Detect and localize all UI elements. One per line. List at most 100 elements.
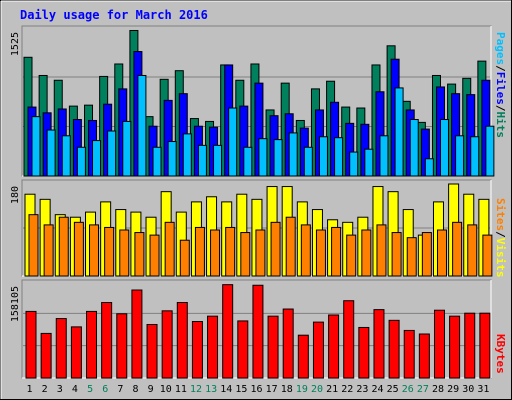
bar-sites-day-16	[255, 229, 266, 277]
bar-sites-day-12	[194, 226, 205, 277]
bar-kbytes-day-12	[191, 321, 203, 379]
day-label-30: 30	[462, 384, 474, 395]
day-label-24: 24	[372, 384, 384, 395]
bar-kbytes-day-14	[222, 284, 234, 379]
day-label-5: 5	[87, 384, 93, 395]
bar-pages-day-10	[167, 141, 177, 177]
bar-pages-day-29	[455, 135, 465, 177]
day-label-18: 18	[281, 384, 293, 395]
bar-pages-day-13	[213, 144, 223, 177]
day-label-22: 22	[341, 384, 353, 395]
day-label-11: 11	[175, 384, 187, 395]
bar-sites-day-6	[104, 226, 115, 277]
day-label-23: 23	[356, 384, 368, 395]
bar-sites-day-27	[421, 232, 432, 277]
bar-pages-day-30	[470, 136, 480, 177]
legend-visits-sites-visits: Visits	[494, 238, 507, 278]
bar-pages-day-24	[379, 135, 389, 177]
bar-kbytes-day-13	[207, 315, 219, 379]
bar-kbytes-day-25	[388, 319, 400, 379]
day-label-16: 16	[250, 384, 262, 395]
bar-sites-day-25	[391, 232, 402, 277]
day-label-7: 7	[117, 384, 123, 395]
bar-sites-day-21	[331, 226, 342, 277]
bar-kbytes-day-24	[373, 309, 385, 379]
bar-pages-day-8	[137, 74, 147, 177]
bar-sites-day-28	[436, 229, 447, 277]
day-label-26: 26	[402, 384, 414, 395]
bar-kbytes-day-31	[479, 312, 491, 379]
bar-sites-day-14	[225, 226, 236, 277]
bar-kbytes-day-23	[358, 326, 370, 379]
bar-sites-day-10	[164, 221, 175, 277]
bar-sites-day-2	[43, 224, 54, 277]
day-label-6: 6	[102, 384, 108, 395]
bar-pages-day-2	[46, 129, 56, 177]
bar-sites-day-7	[119, 229, 130, 277]
bar-sites-day-8	[134, 232, 145, 277]
bar-sites-day-29	[452, 221, 463, 277]
bar-sites-day-24	[376, 224, 387, 277]
bar-pages-day-31	[485, 125, 495, 177]
bar-sites-day-30	[467, 224, 478, 277]
day-label-17: 17	[266, 384, 278, 395]
legend-hits-files-pages-hits: Hits	[494, 112, 507, 139]
bar-pages-day-28	[439, 119, 449, 177]
bar-pages-day-12	[197, 144, 207, 177]
ymax-label-visits_sites: 180	[10, 186, 21, 204]
bar-kbytes-day-5	[86, 310, 98, 379]
legend-visits-sites: Sites/Visits	[494, 198, 507, 278]
bar-pages-day-14	[228, 107, 238, 177]
bar-kbytes-day-19	[297, 334, 309, 379]
day-label-2: 2	[42, 384, 48, 395]
bar-pages-day-20	[318, 136, 328, 177]
day-label-27: 27	[417, 384, 429, 395]
bar-sites-day-17	[270, 221, 281, 277]
bar-sites-day-4	[73, 221, 84, 277]
day-label-14: 14	[220, 384, 232, 395]
bar-kbytes-day-22	[343, 300, 355, 379]
bar-kbytes-day-2	[40, 332, 52, 379]
bar-pages-day-26	[409, 119, 419, 177]
bar-kbytes-day-27	[418, 333, 430, 379]
bar-kbytes-day-10	[161, 310, 173, 379]
bar-kbytes-day-17	[267, 315, 279, 379]
bar-kbytes-day-20	[312, 321, 324, 379]
bar-pages-day-1	[31, 116, 41, 177]
bar-pages-day-25	[394, 87, 404, 177]
legend-kbytes: KBytes	[494, 334, 507, 374]
bar-pages-day-17	[273, 139, 283, 177]
bar-kbytes-day-28	[433, 309, 445, 379]
legend-kbytes-kbytes: KBytes	[494, 334, 507, 374]
legend-hits-files-pages-pages: Pages	[494, 32, 507, 65]
bar-kbytes-day-1	[25, 310, 37, 379]
bar-kbytes-day-7	[116, 313, 128, 379]
bar-pages-day-9	[152, 146, 162, 177]
day-label-8: 8	[132, 384, 138, 395]
day-label-29: 29	[447, 384, 459, 395]
bar-pages-day-27	[424, 158, 434, 177]
bar-sites-day-1	[28, 214, 39, 277]
bar-sites-day-18	[285, 216, 296, 277]
day-label-12: 12	[190, 384, 202, 395]
legend-hits-files-pages-sep1: /	[494, 65, 507, 72]
bar-pages-day-16	[258, 138, 268, 177]
bar-pages-day-15	[243, 146, 253, 177]
bar-kbytes-day-21	[328, 314, 340, 379]
bar-pages-day-4	[76, 146, 86, 177]
legend-hits-files-pages: Pages/Files/Hits	[494, 32, 507, 138]
bar-sites-day-13	[210, 229, 221, 277]
bar-pages-day-19	[303, 146, 313, 177]
bar-sites-day-26	[406, 237, 417, 277]
bar-sites-day-22	[346, 234, 357, 277]
bar-kbytes-day-6	[101, 301, 113, 379]
day-label-15: 15	[235, 384, 247, 395]
bar-pages-day-18	[288, 132, 298, 177]
legend-visits-sites-sep: /	[494, 231, 507, 238]
bar-pages-day-5	[92, 140, 102, 177]
bar-pages-day-21	[334, 137, 344, 177]
day-label-31: 31	[477, 384, 489, 395]
bar-pages-day-23	[364, 148, 374, 177]
bar-kbytes-day-18	[282, 308, 294, 379]
day-label-1: 1	[27, 384, 33, 395]
